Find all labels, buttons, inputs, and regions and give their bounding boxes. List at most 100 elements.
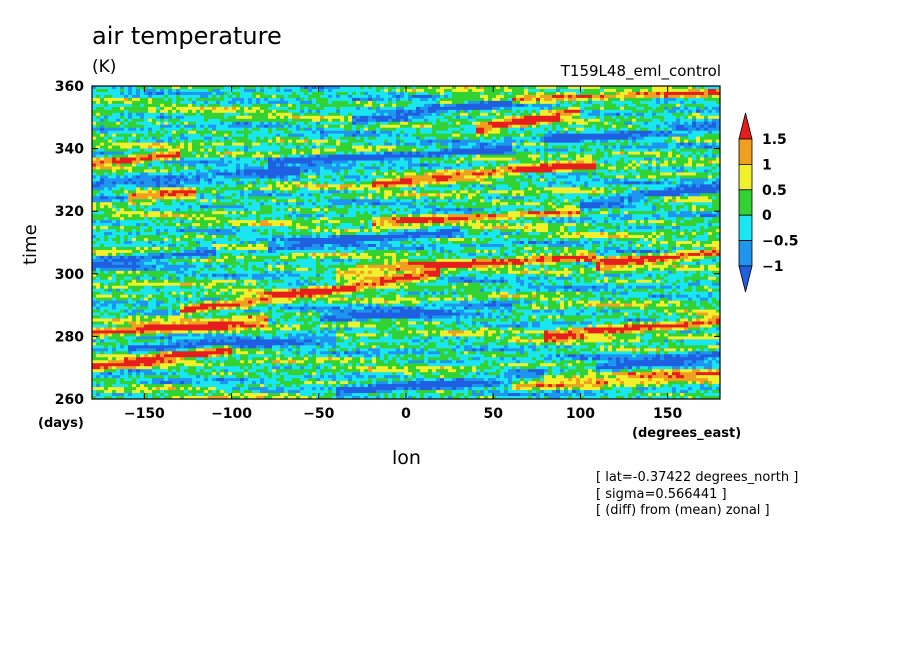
heatmap-cell <box>552 97 557 102</box>
heatmap-cell <box>292 109 297 114</box>
heatmap-cell <box>592 94 597 99</box>
heatmap-cell <box>132 88 137 93</box>
heatmap-cell <box>572 100 577 105</box>
heatmap-cell <box>360 103 365 108</box>
heatmap-cell <box>272 94 277 99</box>
heatmap-cell <box>540 106 545 111</box>
heatmap-cell <box>428 88 433 93</box>
heatmap-cell <box>648 91 653 96</box>
heatmap-cell <box>92 97 97 102</box>
heatmap-cell <box>368 91 373 96</box>
heatmap-cell <box>332 109 337 114</box>
heatmap-cell <box>104 97 109 102</box>
heatmap-cell <box>224 97 229 102</box>
heatmap-cell <box>320 100 325 105</box>
heatmap-cell <box>128 88 133 93</box>
heatmap-cell <box>500 106 505 111</box>
heatmap-cell <box>616 97 621 102</box>
heatmap-cell <box>584 103 589 108</box>
heatmap-cell <box>396 103 401 108</box>
heatmap-cell <box>628 86 633 90</box>
heatmap-cell <box>540 109 545 114</box>
heatmap-cell <box>528 109 533 114</box>
heatmap-cell <box>172 103 177 108</box>
heatmap-cell <box>468 103 473 108</box>
heatmap-cell <box>432 88 437 93</box>
heatmap-cell <box>284 88 289 93</box>
heatmap-cell <box>100 91 105 96</box>
heatmap-cell <box>648 109 653 114</box>
heatmap-cell <box>168 86 173 90</box>
heatmap-cell <box>404 91 409 96</box>
heatmap-cell <box>676 100 681 105</box>
heatmap-cell <box>424 103 429 108</box>
heatmap-cell <box>332 88 337 93</box>
heatmap-cell <box>140 86 145 90</box>
heatmap-cell <box>340 103 345 108</box>
heatmap-cell <box>348 86 353 90</box>
heatmap-cell <box>380 100 385 105</box>
heatmap-cell <box>268 91 273 96</box>
heatmap-cell <box>440 100 445 105</box>
heatmap-cell <box>456 100 461 105</box>
heatmap-cell <box>716 88 720 93</box>
heatmap-cell <box>532 91 537 96</box>
heatmap-cell <box>396 86 401 90</box>
heatmap-cell <box>456 91 461 96</box>
heatmap-cell <box>356 109 361 114</box>
heatmap-cell <box>608 106 613 111</box>
heatmap-cell <box>192 97 197 102</box>
heatmap-cell <box>460 94 465 99</box>
heatmap-cell <box>352 100 357 105</box>
heatmap-cell <box>608 100 613 105</box>
heatmap-cell <box>380 88 385 93</box>
heatmap-cell <box>368 106 373 111</box>
heatmap-cell <box>344 106 349 111</box>
heatmap-cell <box>636 109 641 114</box>
heatmap-cell <box>272 88 277 93</box>
heatmap-cell <box>200 94 205 99</box>
heatmap-cell <box>288 109 293 114</box>
heatmap-cell <box>196 97 201 102</box>
heatmap-cell <box>388 109 393 114</box>
heatmap-cell <box>384 109 389 114</box>
heatmap-cell <box>400 86 405 90</box>
heatmap-cell <box>96 91 101 96</box>
heatmap-cell <box>212 91 217 96</box>
heatmap-cell <box>144 100 149 105</box>
heatmap-cell <box>208 88 213 93</box>
heatmap-cell <box>240 103 245 108</box>
heatmap-cell <box>276 94 281 99</box>
heatmap-cell <box>516 100 521 105</box>
heatmap-cell <box>344 103 349 108</box>
heatmap-cell <box>196 86 201 90</box>
heatmap-cell <box>124 100 129 105</box>
heatmap-cell <box>532 109 537 114</box>
heatmap-cell <box>692 109 697 114</box>
heatmap-cell <box>656 103 661 108</box>
heatmap-cell <box>116 106 121 111</box>
heatmap-cell <box>156 88 161 93</box>
heatmap-cell <box>680 103 685 108</box>
heatmap-cell <box>476 91 481 96</box>
heatmap-cell <box>488 94 493 99</box>
heatmap-cell <box>180 86 185 90</box>
heatmap-cell <box>96 97 101 102</box>
heatmap-cell <box>552 106 557 111</box>
heatmap-cell <box>560 88 565 93</box>
heatmap-cell <box>392 106 397 111</box>
heatmap-cell <box>136 94 141 99</box>
heatmap-cell <box>596 91 601 96</box>
heatmap-cell <box>556 86 561 90</box>
heatmap-cell <box>188 97 193 102</box>
heatmap-cell <box>216 86 221 90</box>
heatmap-cell <box>212 86 217 90</box>
heatmap-cell <box>620 86 625 90</box>
heatmap-cell <box>92 91 97 96</box>
heatmap-cell <box>536 88 541 93</box>
heatmap-cell <box>532 97 537 102</box>
heatmap-cell <box>164 94 169 99</box>
heatmap-cell <box>224 91 229 96</box>
heatmap-cell <box>356 91 361 96</box>
heatmap-cell <box>672 109 677 114</box>
